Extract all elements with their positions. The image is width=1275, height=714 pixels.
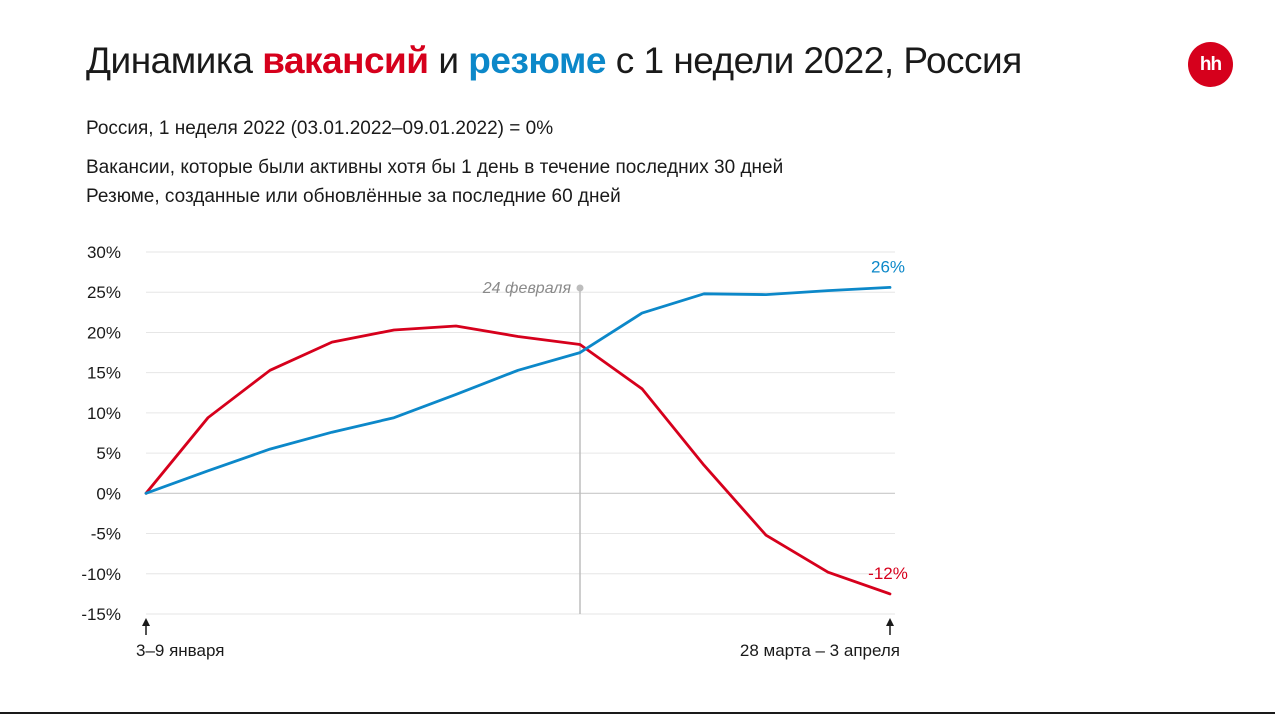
series-line-resumes [144, 285, 892, 495]
y-tick-label: 20% [87, 323, 121, 342]
title-part1: Динамика [86, 40, 263, 81]
y-tick-label: 5% [96, 444, 121, 463]
series-line-vacancies [144, 324, 892, 596]
y-tick-label: -15% [81, 605, 121, 624]
y-tick-label: 30% [87, 243, 121, 262]
x-annotation-arrowhead [886, 618, 894, 626]
subtitle-base: Россия, 1 неделя 2022 (03.01.2022–09.01.… [86, 118, 554, 139]
note-resumes: Резюме, созданные или обновлённые за пос… [86, 186, 621, 207]
title-part3: с 1 недели 2022, Россия [605, 40, 1023, 81]
y-tick-label: -5% [91, 525, 121, 544]
end-label-vacancies: -12% [868, 564, 908, 583]
title-resumes: резюме [468, 40, 606, 81]
note-vacancies: Вакансии, которые были активны хотя бы 1… [86, 157, 784, 178]
end-label-resumes: 26% [871, 257, 905, 276]
y-tick-label: 25% [87, 283, 121, 302]
y-tick-label: 0% [96, 484, 121, 503]
x-annotation-arrowhead [142, 618, 150, 626]
title-vacancies: вакансий [262, 40, 429, 81]
event-label: 24 февраля [482, 280, 572, 297]
hh-logo: hh [1188, 42, 1233, 87]
x-annotation-label: 3–9 января [136, 641, 224, 660]
y-tick-label: 15% [87, 364, 121, 383]
x-annotation-label: 28 марта – 3 апреля [740, 641, 900, 660]
bottom-rule [0, 712, 1275, 714]
event-marker-dot [576, 284, 584, 292]
page-title: Динамика вакансий и резюме с 1 недели 20… [86, 40, 1022, 82]
y-tick-label: -10% [81, 565, 121, 584]
title-part2: и [428, 40, 469, 81]
y-tick-label: 10% [87, 404, 121, 423]
